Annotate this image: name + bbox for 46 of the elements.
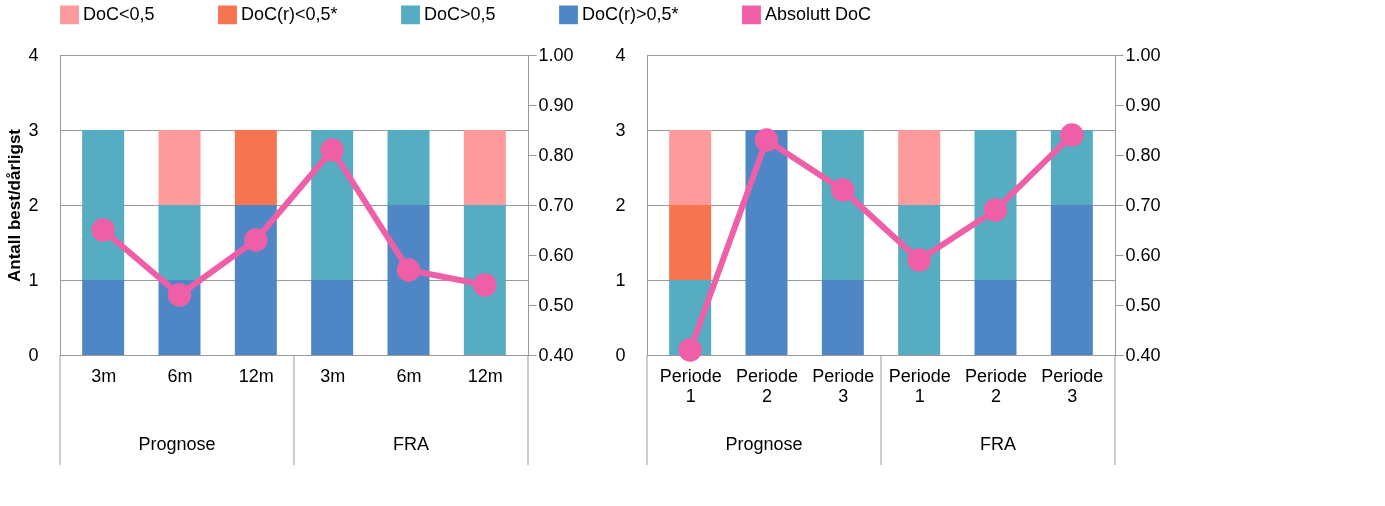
x-tick-label: 6m bbox=[167, 365, 193, 386]
y2-tick-label: 0.80 bbox=[538, 144, 574, 165]
legend-label: DoC(r)<0,5* bbox=[241, 3, 338, 24]
y2-tick-label: 0.50 bbox=[1125, 294, 1161, 315]
legend-label: DoC(r)>0,5* bbox=[582, 3, 679, 24]
x-tick-label: Periode 3 bbox=[1041, 365, 1104, 406]
x-tick-label: 3m bbox=[320, 365, 346, 386]
x-tick-label: Periode 3 bbox=[812, 365, 875, 406]
y2-tick-label: 0.40 bbox=[1125, 344, 1161, 365]
y2-tick-label: 0.90 bbox=[538, 94, 574, 115]
x-tick-label: 12m bbox=[467, 365, 503, 386]
y-tick-label: 2 bbox=[28, 194, 39, 215]
x-tick-label: Periode 1 bbox=[659, 365, 722, 406]
text: FRA bbox=[393, 434, 429, 454]
y-axis-title: Antall best/dårligst bbox=[5, 128, 25, 283]
y-tick-label: 0 bbox=[615, 344, 626, 365]
y2-tick-label: 0.60 bbox=[1125, 244, 1161, 265]
y-tick-label: 3 bbox=[615, 119, 626, 140]
y2-tick-label: 0.50 bbox=[538, 294, 574, 315]
y2-tick-label: 0.60 bbox=[538, 244, 574, 265]
x-tick-label: 3m bbox=[91, 365, 117, 386]
text: FRA bbox=[980, 434, 1016, 454]
y-tick-label: 1 bbox=[615, 269, 626, 290]
x-tick-label: 12m bbox=[238, 365, 274, 386]
y-tick-label: 0 bbox=[28, 344, 39, 365]
text: Prognose bbox=[725, 434, 803, 454]
x-tick-label: 6m bbox=[396, 365, 422, 386]
text: Prognose bbox=[138, 434, 216, 454]
y2-tick-label: 1.00 bbox=[538, 44, 574, 65]
x-tick-label: Periode 2 bbox=[735, 365, 799, 406]
y-tick-label: 2 bbox=[615, 194, 626, 215]
y-tick-label: 1 bbox=[28, 269, 39, 290]
y-tick-label: 4 bbox=[28, 44, 39, 65]
legend-label: DoC>0,5 bbox=[424, 3, 496, 24]
y2-tick-label: 1.00 bbox=[1125, 44, 1161, 65]
y2-tick-label: 0.70 bbox=[1125, 194, 1161, 215]
y2-tick-label: 0.40 bbox=[538, 344, 574, 365]
x-tick-label: Periode 1 bbox=[888, 365, 951, 406]
y-tick-label: 4 bbox=[615, 44, 626, 65]
legend-label: DoC<0,5 bbox=[83, 3, 155, 24]
x-tick-label: Periode 2 bbox=[964, 365, 1028, 406]
y2-tick-label: 0.70 bbox=[538, 194, 574, 215]
y2-tick-label: 0.90 bbox=[1125, 94, 1161, 115]
y2-tick-label: 0.80 bbox=[1125, 144, 1161, 165]
y-tick-label: 3 bbox=[28, 119, 39, 140]
legend-label: Absolutt DoC bbox=[765, 3, 872, 24]
